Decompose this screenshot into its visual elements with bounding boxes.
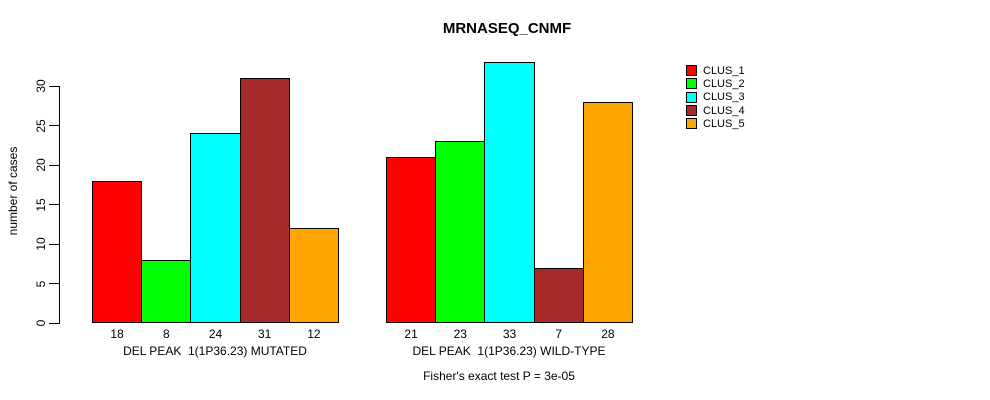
y-axis-tick bbox=[49, 125, 59, 126]
bar-value-label: 33 bbox=[502, 327, 517, 341]
bar-value-label: 8 bbox=[162, 327, 170, 341]
y-axis-tick bbox=[49, 85, 59, 87]
bar-clus_1-group1 bbox=[92, 180, 143, 323]
y-axis-tick-label: 5 bbox=[34, 280, 48, 287]
legend-label: CLUS_3 bbox=[703, 91, 745, 104]
bar-clus_4-group2 bbox=[533, 267, 584, 323]
y-axis-tick bbox=[49, 243, 59, 245]
x-axis-group-label: DEL PEAK 1(1P36.23) WILD-TYPE bbox=[412, 344, 606, 358]
footnote: Fisher's exact test P = 3e-05 bbox=[423, 369, 575, 383]
legend-label: CLUS_1 bbox=[703, 64, 745, 77]
bar-clus_5-group2 bbox=[582, 101, 633, 323]
legend-label: CLUS_2 bbox=[703, 77, 745, 90]
bar-value-label: 28 bbox=[601, 327, 615, 341]
legend-label: CLUS_4 bbox=[703, 104, 745, 117]
y-axis-tick-label: 30 bbox=[34, 79, 48, 93]
legend-item-clus_1: CLUS_1 bbox=[686, 64, 745, 77]
y-axis-tick-label: 20 bbox=[34, 158, 48, 172]
chart-title: MRNASEQ_CNMF bbox=[442, 20, 572, 37]
x-axis-group-label: DEL PEAK 1(1P36.23) MUTATED bbox=[123, 344, 307, 358]
legend-swatch-icon bbox=[686, 105, 697, 117]
legend-item-clus_3: CLUS_3 bbox=[686, 91, 745, 104]
y-axis-tick-label: 10 bbox=[34, 237, 48, 251]
y-axis-tick-label: 0 bbox=[34, 319, 48, 327]
bar-value-label: 12 bbox=[307, 327, 321, 341]
legend-label: CLUS_5 bbox=[703, 117, 745, 130]
y-axis-tick-label: 25 bbox=[34, 118, 48, 133]
bar-clus_5-group1 bbox=[288, 228, 339, 323]
bar-clus_3-group2 bbox=[484, 62, 535, 323]
y-axis-label: number of cases bbox=[6, 146, 20, 236]
bar-clus_3-group1 bbox=[190, 133, 241, 323]
legend-item-clus_2: CLUS_2 bbox=[686, 77, 745, 90]
legend-swatch-icon bbox=[686, 78, 697, 90]
y-axis-tick bbox=[49, 204, 59, 205]
bar-clus_4-group1 bbox=[239, 78, 290, 323]
bar-value-label: 18 bbox=[110, 327, 124, 341]
bar-clus_2-group1 bbox=[141, 259, 192, 323]
bar-value-label: 23 bbox=[453, 327, 467, 341]
bar-value-label: 21 bbox=[404, 327, 418, 341]
legend-swatch-icon bbox=[686, 65, 697, 77]
y-axis-tick bbox=[49, 283, 59, 284]
legend-item-clus_4: CLUS_4 bbox=[686, 104, 745, 117]
bar-value-label: 31 bbox=[258, 327, 272, 341]
bar-clus_2-group2 bbox=[435, 141, 486, 323]
legend: CLUS_1 CLUS_2 CLUS_3 CLUS_4 CLUS_5 bbox=[686, 64, 745, 130]
y-axis-line bbox=[59, 86, 60, 324]
legend-item-clus_5: CLUS_5 bbox=[686, 117, 745, 130]
bar-value-label: 7 bbox=[555, 327, 563, 341]
legend-swatch-icon bbox=[686, 91, 697, 103]
bar-value-label: 24 bbox=[208, 327, 223, 341]
legend-swatch-icon bbox=[686, 118, 697, 130]
y-axis-tick bbox=[49, 322, 59, 324]
y-axis-tick-label: 15 bbox=[34, 197, 48, 212]
y-axis-tick bbox=[49, 164, 59, 166]
bar-clus_1-group2 bbox=[386, 157, 437, 323]
